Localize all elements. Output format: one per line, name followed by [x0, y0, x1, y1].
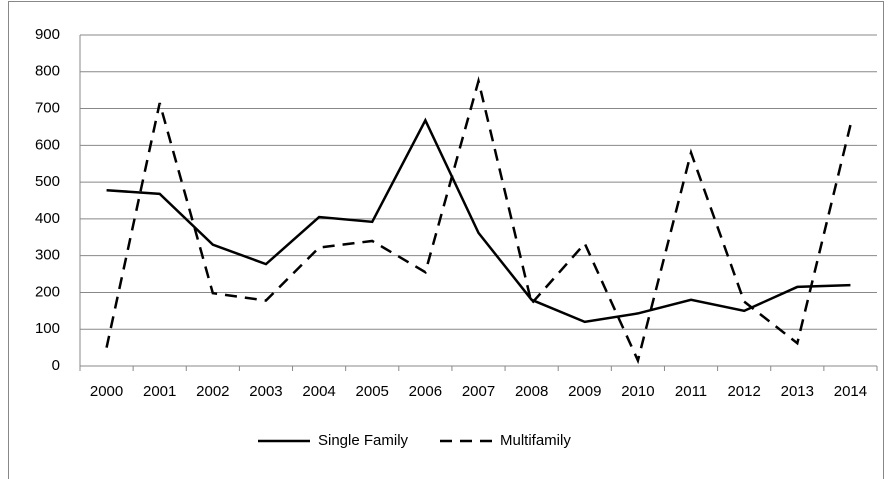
- x-tick-label: 2010: [621, 383, 654, 400]
- x-tick-label: 2003: [249, 383, 282, 400]
- x-tick-label: 2007: [462, 383, 495, 400]
- y-tick-label: 300: [35, 247, 60, 264]
- y-tick-label: 100: [35, 320, 60, 337]
- y-tick-label: 600: [35, 136, 60, 153]
- legend-label: Single Family: [318, 432, 409, 449]
- x-tick-label: 2000: [90, 383, 123, 400]
- x-tick-label: 2002: [196, 383, 229, 400]
- x-tick-label: 2013: [781, 383, 814, 400]
- y-tick-label: 500: [35, 173, 60, 190]
- y-tick-label: 800: [35, 63, 60, 80]
- x-tick-label: 2005: [356, 383, 389, 400]
- x-tick-label: 2008: [515, 383, 548, 400]
- series-line: [106, 117, 851, 324]
- y-tick-label: 400: [35, 210, 60, 227]
- x-tick-label: 2006: [409, 383, 442, 400]
- x-tick-label: 2012: [727, 383, 760, 400]
- x-tick-label: 2014: [834, 383, 867, 400]
- y-tick-label: 700: [35, 100, 60, 117]
- y-tick-label: 900: [35, 26, 60, 43]
- x-tick-label: 2004: [302, 383, 335, 400]
- x-tick-label: 2009: [568, 383, 601, 400]
- y-tick-label: 0: [52, 357, 60, 374]
- series-line: [105, 75, 852, 365]
- y-tick-label: 200: [35, 283, 60, 300]
- legend-label: Multifamily: [500, 432, 571, 449]
- chart-frame: [8, 1, 884, 479]
- x-tick-label: 2001: [143, 383, 176, 400]
- x-tick-label: 2011: [675, 383, 707, 400]
